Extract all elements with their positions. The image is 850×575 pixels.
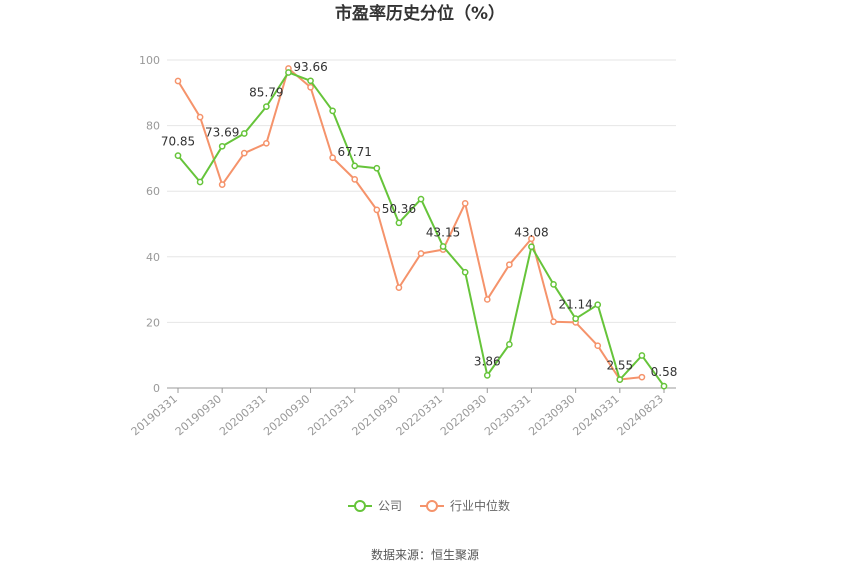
- data-label: 85.79: [249, 86, 283, 100]
- series-point-0: [660, 382, 668, 390]
- series-point-0: [263, 103, 270, 110]
- x-tick-label: 20220331: [394, 392, 445, 438]
- series-point-0: [528, 243, 535, 251]
- series-point-1: [174, 77, 182, 85]
- series-point-0: [351, 162, 359, 170]
- series-point-0: [483, 371, 491, 379]
- legend-label: 公司: [378, 499, 402, 513]
- series-point-1: [373, 206, 381, 214]
- y-axis: 0 20 40 60 80 100: [139, 54, 160, 395]
- x-tick-label: 20200331: [217, 392, 268, 438]
- data-label: 3.86: [474, 354, 501, 368]
- series-point-0: [572, 315, 579, 323]
- series-point-0: [638, 352, 646, 359]
- series-point-1: [307, 83, 314, 91]
- series-point-0: [373, 164, 381, 172]
- series-point-1: [351, 176, 359, 183]
- x-axis: 2019033120190930202003312020093020210331…: [129, 387, 676, 438]
- data-labels: 70.85 73.69 85.79 93.66 67.71 50.36 43.15 3.86 4…: [161, 60, 678, 379]
- series-point-1: [483, 296, 491, 303]
- series-point-0: [196, 178, 204, 186]
- series-point-1: [196, 113, 204, 121]
- legend-item-1[interactable]: 行业中位数: [420, 498, 510, 513]
- series-point-1: [263, 139, 270, 147]
- series-point-0: [616, 376, 624, 383]
- series-point-0: [461, 268, 469, 276]
- x-tick-label: 20240823: [615, 392, 666, 438]
- legend[interactable]: 公司 行业中位数: [348, 498, 510, 513]
- series-point-1: [594, 342, 602, 350]
- plot-area: [174, 65, 668, 390]
- legend-label: 行业中位数: [450, 498, 510, 513]
- x-tick-label: 20210930: [350, 392, 401, 438]
- series-point-1: [506, 261, 513, 269]
- data-label: 43.15: [426, 225, 460, 239]
- y-tick-label: 40: [146, 251, 160, 264]
- data-label: 70.85: [161, 135, 195, 149]
- series-line-1: [177, 67, 643, 381]
- data-label: 2.55: [606, 359, 633, 373]
- x-tick-label: 20230930: [526, 392, 577, 438]
- x-tick-label: 20220930: [438, 392, 489, 438]
- source-note: 数据来源：恒生聚源: [371, 547, 479, 562]
- y-tick-label: 80: [146, 120, 160, 133]
- y-tick-label: 100: [139, 54, 160, 67]
- data-label: 0.58: [651, 365, 678, 379]
- series-point-0: [506, 341, 513, 348]
- series-point-0: [395, 219, 403, 227]
- series-point-1: [240, 149, 248, 157]
- x-tick-label: 20240331: [570, 392, 621, 438]
- series-point-1: [528, 235, 535, 243]
- x-tick-label: 20210331: [305, 392, 356, 438]
- series-point-1: [395, 284, 403, 291]
- series-point-1: [417, 250, 425, 257]
- series-point-0: [329, 107, 336, 115]
- y-tick-label: 0: [153, 382, 160, 395]
- legend-marker: [354, 500, 366, 512]
- data-label: 73.69: [205, 125, 239, 139]
- series-point-0: [285, 69, 292, 76]
- series-point-0: [307, 77, 314, 85]
- series-point-1: [329, 154, 336, 162]
- grid: [167, 59, 676, 323]
- series-point-1: [461, 199, 469, 207]
- series-point-0: [594, 301, 602, 309]
- series-point-1: [218, 181, 226, 188]
- series-point-0: [439, 243, 447, 250]
- series-point-1: [638, 373, 646, 381]
- data-label: 67.71: [338, 145, 372, 159]
- legend-item-0[interactable]: 公司: [348, 499, 402, 513]
- legend-marker: [426, 500, 438, 512]
- series-point-0: [417, 195, 425, 203]
- series-point-1: [550, 318, 557, 326]
- chart-title: 市盈率历史分位（%）: [335, 3, 505, 24]
- data-label: 93.66: [293, 60, 327, 74]
- data-label: 21.14: [558, 298, 592, 312]
- x-tick-label: 20230331: [482, 392, 533, 438]
- data-label: 43.08: [514, 226, 548, 240]
- series-point-0: [174, 152, 182, 159]
- x-tick-label: 20190331: [129, 392, 180, 438]
- y-tick-label: 20: [146, 316, 160, 329]
- x-tick-label: 20190930: [173, 392, 224, 438]
- series-point-0: [218, 142, 226, 150]
- data-label: 50.36: [382, 202, 416, 216]
- y-tick-label: 60: [146, 185, 160, 198]
- series-point-0: [550, 281, 557, 288]
- series-point-0: [240, 130, 248, 137]
- x-tick-label: 20200930: [261, 392, 312, 438]
